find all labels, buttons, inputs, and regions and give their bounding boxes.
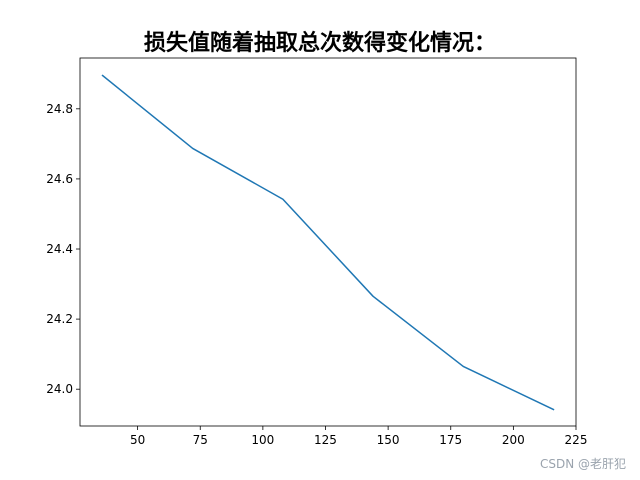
x-tick-label: 125 bbox=[314, 433, 337, 447]
series-line bbox=[101, 74, 555, 411]
x-tick-label: 100 bbox=[251, 433, 274, 447]
watermark: CSDN @老肝犯 bbox=[539, 457, 626, 471]
plot-area: 50 75 100 125 150 175 200 225 24.0 24.2 24.4 24.6 24… bbox=[46, 57, 588, 447]
x-tick-label: 225 bbox=[565, 433, 588, 447]
y-tick-label: 24.8 bbox=[46, 102, 73, 116]
x-tick-label: 50 bbox=[130, 433, 145, 447]
chart-title: 损失值随着抽取总次数得变化情况： bbox=[144, 30, 496, 56]
axes-frame bbox=[79, 57, 577, 427]
y-tick-label: 24.4 bbox=[46, 242, 73, 256]
y-tick-label: 24.0 bbox=[46, 382, 73, 396]
x-tick-label: 175 bbox=[439, 433, 462, 447]
x-tick-label: 200 bbox=[502, 433, 525, 447]
x-tick-label: 75 bbox=[193, 433, 208, 447]
y-tick-label: 24.6 bbox=[46, 172, 73, 186]
x-tick-label: 150 bbox=[377, 433, 400, 447]
y-tick-label: 24.2 bbox=[46, 312, 73, 326]
